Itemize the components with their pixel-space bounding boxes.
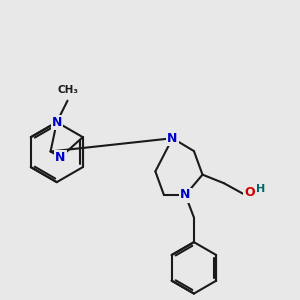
- Text: N: N: [55, 151, 66, 164]
- Text: H: H: [256, 184, 265, 194]
- Text: O: O: [244, 186, 255, 200]
- Text: N: N: [167, 132, 178, 145]
- Text: CH₃: CH₃: [57, 85, 78, 95]
- Text: N: N: [180, 188, 190, 202]
- Text: N: N: [52, 116, 62, 129]
